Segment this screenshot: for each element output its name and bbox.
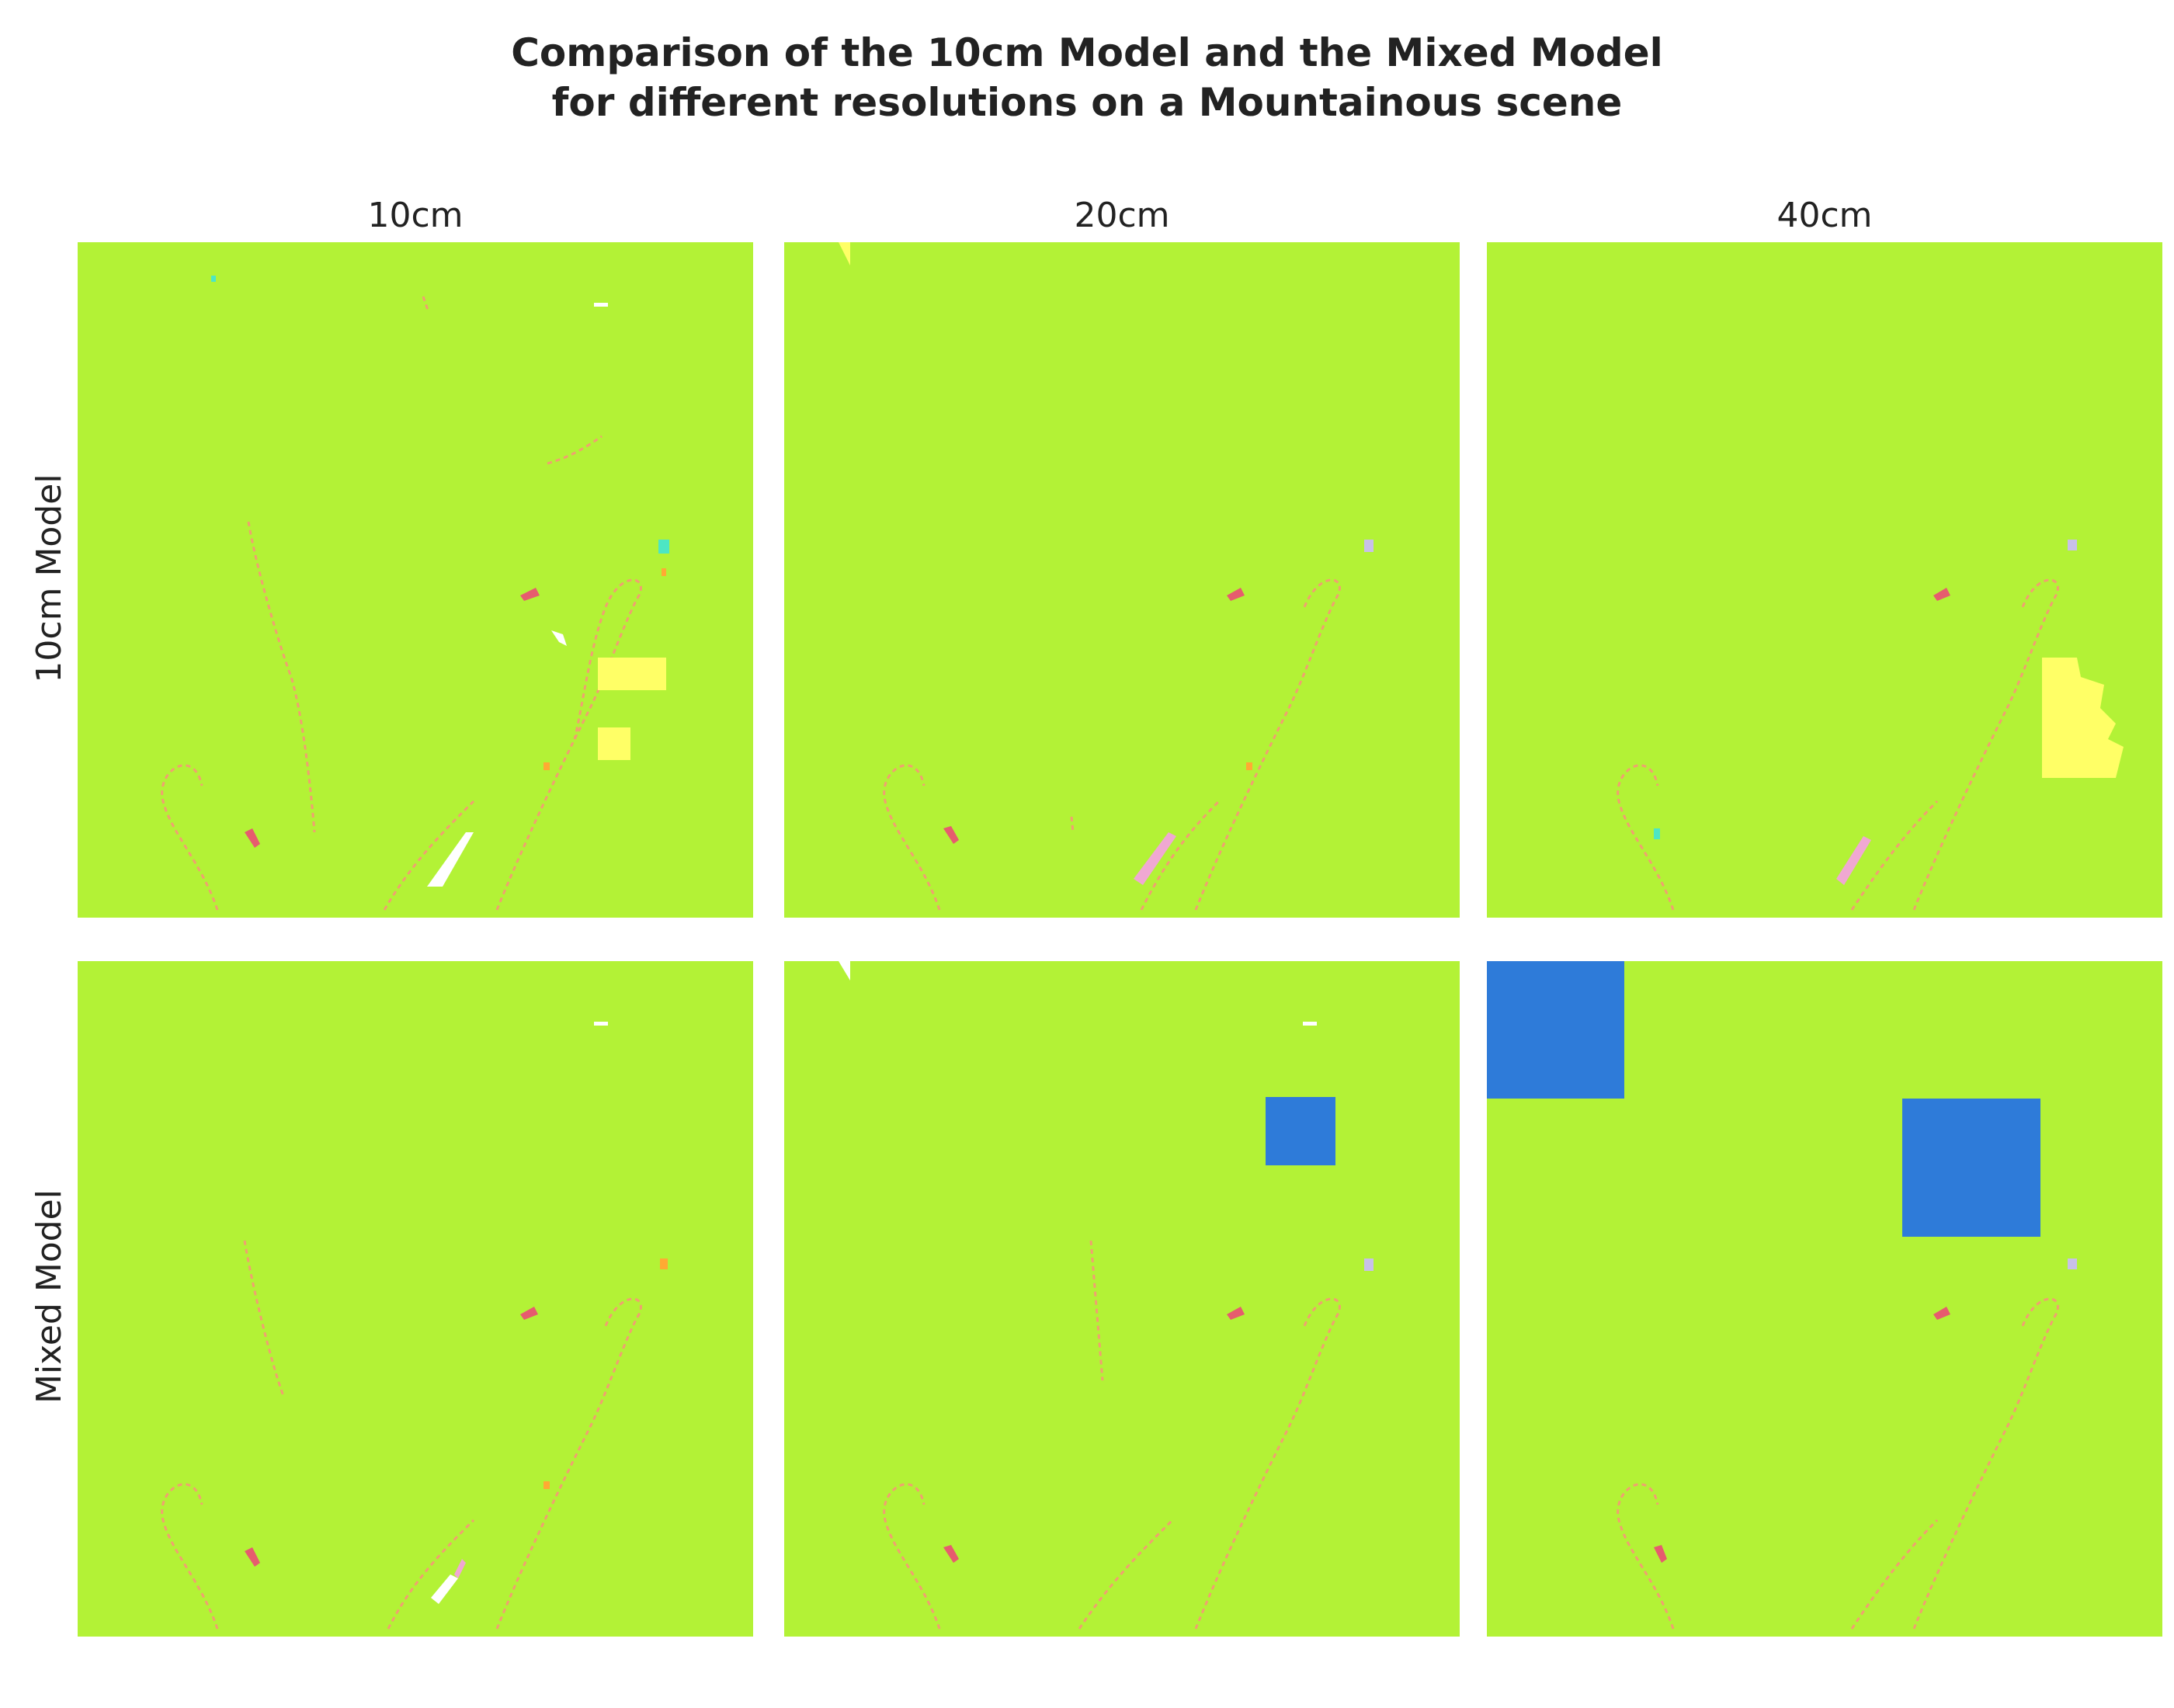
cyan-region — [658, 540, 669, 554]
cyan-region — [211, 276, 216, 282]
white-region — [427, 832, 474, 887]
red-region — [943, 1545, 959, 1563]
blue-region — [1487, 961, 1624, 1099]
trail-line — [495, 578, 642, 911]
pink-region — [454, 1559, 466, 1578]
trail-line — [1070, 816, 1075, 833]
red-region — [520, 588, 540, 601]
column-label-10cm: 10cm — [367, 196, 464, 235]
lavender-region — [2068, 1258, 2077, 1269]
row-label-10cm-model: 10cm Model — [30, 474, 69, 683]
trail-line — [1617, 764, 1675, 911]
trail-line — [883, 764, 941, 911]
white-region — [551, 630, 567, 646]
lavender-region — [1364, 1258, 1374, 1271]
pink-region — [1836, 836, 1871, 885]
pink-region — [1134, 832, 1176, 885]
trail-line — [1912, 1297, 2059, 1630]
orange-region — [544, 1481, 550, 1489]
red-region — [520, 1307, 538, 1320]
trail-line — [1078, 1519, 1174, 1630]
trail-line — [1617, 1483, 1675, 1630]
lavender-region — [1364, 540, 1374, 552]
trail-line — [387, 1519, 475, 1630]
trail-line — [1850, 800, 1939, 911]
trail-line — [243, 1240, 285, 1397]
segmentation-background — [784, 961, 1460, 1637]
trail-line — [547, 435, 603, 465]
red-region — [1227, 1307, 1245, 1320]
orange-region — [660, 1258, 668, 1269]
red-region — [1933, 588, 1950, 601]
row-label-mixed-model: Mixed Model — [30, 1189, 69, 1404]
red-region — [1654, 1545, 1667, 1563]
panel-mixed-model-10cm — [78, 961, 753, 1637]
trail-line — [1194, 578, 1341, 911]
trail-line — [883, 1483, 941, 1630]
panel-10cm-model-40cm — [1487, 242, 2162, 918]
blue-region — [1266, 1097, 1335, 1165]
yellow-region — [598, 727, 630, 760]
white-region — [594, 1022, 608, 1026]
title-line-2: for different resolutions on a Mountaino… — [551, 80, 1623, 125]
white-region — [839, 961, 850, 981]
yellow-region — [598, 658, 666, 690]
blue-region — [1902, 1099, 2040, 1237]
trail-line — [1140, 800, 1221, 911]
white-region — [431, 1574, 458, 1604]
column-label-40cm: 40cm — [1776, 196, 1873, 235]
panel-10cm-model-10cm — [78, 242, 753, 918]
title-line-1: Comparison of the 10cm Model and the Mix… — [511, 30, 1663, 75]
trail-line — [1194, 1297, 1341, 1630]
column-label-20cm: 20cm — [1074, 196, 1170, 235]
segmentation-background — [1487, 242, 2162, 918]
segmentation-background — [78, 242, 753, 918]
yellow-region — [2042, 658, 2124, 778]
trail-line — [247, 521, 316, 833]
trail-line — [495, 1297, 642, 1630]
orange-region — [662, 568, 666, 576]
cyan-region — [1654, 828, 1660, 839]
trail-line — [161, 1483, 219, 1630]
white-region — [1303, 1022, 1317, 1026]
trail-line — [1912, 578, 2059, 911]
red-region — [1933, 1307, 1950, 1320]
panel-mixed-model-40cm — [1487, 961, 2162, 1637]
lavender-region — [2068, 540, 2077, 550]
segmentation-background — [78, 961, 753, 1637]
red-region — [245, 1547, 260, 1567]
panel-mixed-model-20cm — [784, 961, 1460, 1637]
trail-line — [1850, 1519, 1939, 1630]
white-region — [594, 303, 608, 307]
trail-line — [161, 764, 219, 911]
orange-region — [1246, 762, 1252, 770]
segmentation-background — [784, 242, 1460, 918]
figure-title: Comparison of the 10cm Model and the Mix… — [0, 28, 2174, 127]
trail-line — [383, 800, 475, 911]
panel-10cm-model-20cm — [784, 242, 1460, 918]
trail-line — [1089, 1240, 1104, 1381]
orange-region — [544, 762, 550, 770]
red-region — [1227, 588, 1245, 601]
trail-line — [422, 296, 430, 313]
red-region — [943, 826, 959, 844]
red-region — [245, 828, 260, 848]
yellow-region — [839, 242, 850, 266]
